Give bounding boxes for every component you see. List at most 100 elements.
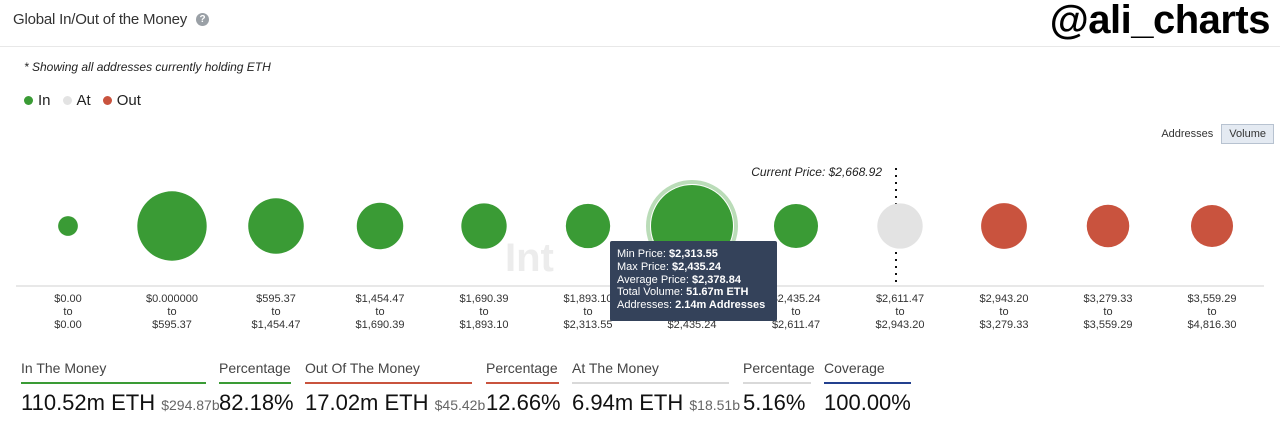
tooltip-avg-label: Average Price:	[617, 273, 689, 286]
stat-value: 110.52m ETH $294.87b	[21, 390, 220, 416]
tooltip-min-value: $2,313.55	[668, 248, 718, 260]
tooltip-vol-row: Total Volume: 51.67m ETH	[617, 286, 770, 299]
bucket-to-label: $1,893.10	[460, 319, 509, 331]
bucket-to-word: to	[895, 306, 904, 318]
legend-dot-out-icon	[102, 96, 112, 105]
stat-at-the-money: At The Money 6.94m ETH $18.51b	[572, 360, 740, 416]
stat-out-percentage: Percentage 12.66%	[486, 360, 561, 416]
bucket-to-label: $0.00	[54, 319, 82, 331]
volume-toggle-button[interactable]: Volume	[1221, 124, 1274, 144]
bucket-from-label: $2,611.47	[876, 293, 924, 305]
bucket-to-label: $4,816.30	[1188, 319, 1237, 331]
bucket-to-label: $1,454.47	[252, 319, 301, 331]
bucket-to-label: $1,690.39	[356, 319, 405, 331]
help-icon[interactable]: ?	[196, 13, 209, 26]
tooltip-max-label: Max Price:	[617, 260, 669, 273]
legend-label: At	[76, 92, 91, 109]
bucket-to-word: to	[1207, 306, 1216, 318]
bucket-tooltip: Min Price: $2,313.55 Max Price: $2,435.2…	[610, 241, 777, 321]
bucket-to-label: $3,559.29	[1084, 319, 1133, 331]
bucket-to-label: $595.37	[152, 319, 192, 331]
metric-toggle: Addresses Volume	[1153, 124, 1274, 144]
watermark-text: Int	[505, 236, 554, 280]
tooltip-vol-value: 51.67m ETH	[686, 286, 749, 299]
stat-label: Percentage	[743, 360, 815, 384]
tooltip-min-row: Min Price: $2,313.55	[617, 248, 770, 261]
bucket-bubble-in[interactable]	[137, 191, 207, 261]
bucket-bubble-at[interactable]	[877, 203, 923, 249]
bucket-bubble-out[interactable]	[1086, 204, 1130, 248]
bucket-from-label: $3,559.29	[1188, 293, 1237, 305]
stat-sub: $45.42b	[434, 397, 486, 413]
bucket-bubble-in[interactable]	[565, 203, 611, 249]
bucket-from-label: $1,690.39	[460, 293, 509, 305]
tooltip-max-row: Max Price: $2,435.24	[617, 261, 770, 274]
legend-item-out[interactable]: Out	[102, 92, 141, 109]
stat-label: At The Money	[572, 360, 729, 384]
stat-main: 6.94m ETH	[572, 390, 684, 415]
bucket-to-label: $3,279.33	[980, 319, 1029, 331]
bucket-from-label: $1,454.47	[356, 293, 405, 305]
bucket-bubble-out[interactable]	[981, 203, 1027, 249]
stat-label: Coverage	[824, 360, 911, 384]
legend-item-in[interactable]: In	[24, 92, 51, 109]
bucket-to-word: to	[271, 306, 280, 318]
stat-sub: $294.87b	[161, 397, 220, 413]
page-title: Global In/Out of the Money	[13, 11, 188, 28]
chart-note: * Showing all addresses currently holdin…	[24, 60, 271, 74]
bucket-bubble-in[interactable]	[356, 202, 404, 250]
bucket-to-label: $2,611.47	[772, 319, 820, 331]
stat-label: Out Of The Money	[305, 360, 472, 384]
bucket-to-word: to	[63, 306, 72, 318]
bucket-bubble-in[interactable]	[461, 203, 507, 249]
stat-in-percentage: Percentage 82.18%	[219, 360, 294, 416]
tooltip-addr-row: Addresses: 2.14m Addresses	[617, 299, 770, 312]
bucket-to-word: to	[167, 306, 176, 318]
stat-sub: $18.51b	[689, 397, 740, 413]
stat-label: In The Money	[21, 360, 206, 384]
stat-value: 12.66%	[486, 390, 561, 415]
legend-label: Out	[116, 92, 141, 109]
current-price-label: Current Price: $2,668.92	[751, 165, 882, 179]
stat-in-the-money: In The Money 110.52m ETH $294.87b	[21, 360, 220, 416]
legend-dot-at-icon	[62, 96, 72, 105]
tooltip-vol-label: Total Volume:	[617, 286, 684, 299]
author-handle: @ali_charts	[1049, 0, 1271, 42]
bucket-to-word: to	[999, 306, 1008, 318]
addresses-toggle-button[interactable]: Addresses	[1161, 128, 1214, 140]
tooltip-max-value: $2,435.24	[672, 260, 721, 273]
legend-dot-in-icon	[24, 96, 33, 105]
bucket-from-label: $1,893.10	[564, 293, 613, 305]
stat-main: 17.02m ETH	[305, 390, 429, 415]
stat-out-of-the-money: Out Of The Money 17.02m ETH $45.42b	[305, 360, 485, 416]
tooltip-min-label: Min Price:	[617, 248, 666, 260]
bucket-to-word: to	[791, 306, 800, 318]
bucket-to-word: to	[583, 306, 592, 318]
bucket-to-word: to	[1103, 306, 1112, 318]
tooltip-avg-row: Average Price: $2,378.84	[617, 274, 770, 287]
stat-value: 6.94m ETH $18.51b	[572, 390, 740, 416]
stat-label: Percentage	[219, 360, 291, 384]
legend-item-at[interactable]: At	[62, 92, 91, 109]
bucket-to-label: $2,313.55	[564, 319, 613, 331]
bucket-from-label: $0.00	[54, 293, 82, 305]
legend-label: In	[38, 92, 51, 109]
stat-value: 82.18%	[219, 390, 294, 415]
tooltip-addr-value: 2.14m Addresses	[675, 299, 766, 312]
bucket-bubble-in[interactable]	[248, 198, 304, 254]
bucket-from-label: $0.000000	[146, 293, 198, 305]
stat-value: 5.16%	[743, 390, 806, 415]
bucket-bubble-in[interactable]	[58, 216, 78, 236]
summary-stats: In The Money 110.52m ETH $294.87b Percen…	[0, 360, 1280, 420]
bucket-to-word: to	[375, 306, 384, 318]
bucket-bubble-out[interactable]	[1190, 204, 1234, 248]
bucket-bubble-in[interactable]	[773, 203, 819, 249]
bucket-from-label: $2,943.20	[980, 293, 1029, 305]
legend: In At Out	[24, 92, 141, 109]
bucket-to-label: $2,943.20	[876, 319, 925, 331]
bucket-to-label: $2,435.24	[668, 319, 717, 331]
tooltip-avg-value: $2,378.84	[692, 273, 741, 286]
header-divider	[0, 46, 1280, 47]
stat-value: 100.00%	[824, 390, 911, 415]
stat-coverage: Coverage 100.00%	[824, 360, 911, 416]
